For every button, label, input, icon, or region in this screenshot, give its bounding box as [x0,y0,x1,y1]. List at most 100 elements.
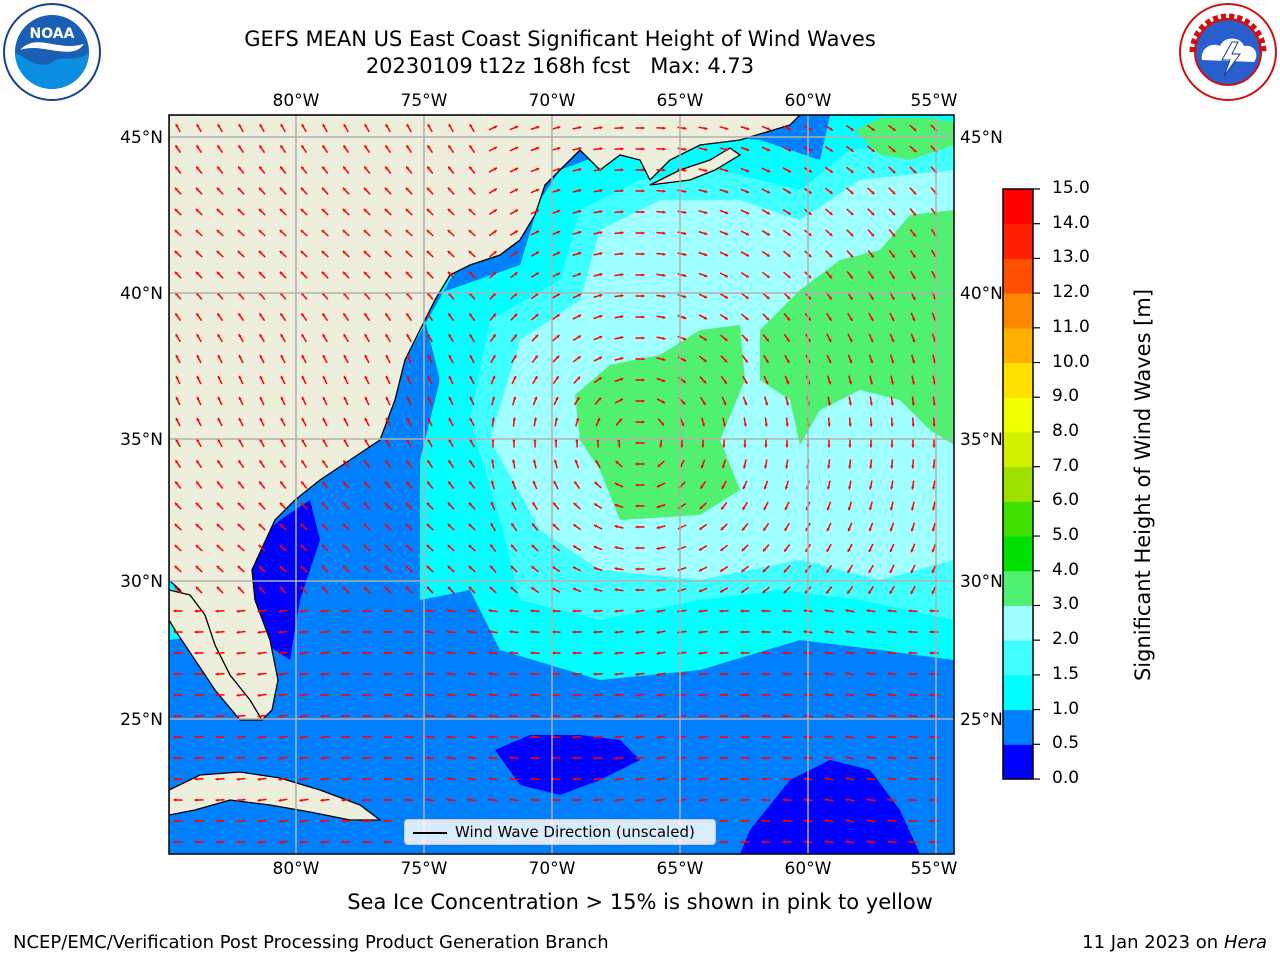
wind-arrow-head [657,463,661,467]
wind-arrow-head [932,402,936,406]
wind-arrow-head [446,630,450,634]
wind-arrow-head [362,651,366,655]
wind-arrow-head [468,230,472,233]
wind-arrow-head [850,233,854,237]
wind-arrow-head [425,714,429,718]
colorbar-tick-label: 14.0 [1052,212,1090,233]
wind-arrow-head [786,338,790,342]
wind-arrow-head [932,444,936,448]
wind-arrow-head [827,402,831,406]
wind-arrow-head [908,609,912,613]
wind-arrow-head [535,314,539,318]
wind-arrow-head [341,735,345,739]
wind-arrow-head [719,798,723,802]
wind-arrow-head [217,313,221,317]
wind-arrow-head [385,481,389,485]
wind-arrow-head [824,714,828,718]
wind-arrow-head [741,548,745,552]
wind-arrow-head [406,460,410,464]
wind-arrow-head [913,191,916,195]
wind-arrow-head [299,798,303,802]
wind-arrow-head [578,126,582,130]
wind-arrow-head [406,439,410,443]
wind-arrow-head [280,166,284,170]
wind-arrow-head [320,735,324,739]
wind-arrow-head [301,334,305,338]
wind-arrow-head [488,777,492,781]
wind-arrow-head [574,481,578,485]
wind-arrow-head [703,380,707,384]
wind-arrow-head [784,506,788,511]
wind-arrow-head [891,275,895,279]
wind-arrow-head [913,127,917,131]
wind-arrow-head [614,693,618,697]
wind-arrow-head [556,355,560,359]
wind-arrow-head [641,147,645,151]
wind-arrow-head [447,250,451,254]
wind-arrow-head [364,334,368,338]
wind-arrow-head [217,145,221,149]
wind-arrow-head [554,417,558,421]
wind-arrow-head [889,528,893,532]
wind-arrow-head [447,271,451,275]
wind-arrow-head [341,819,345,823]
lat-label: 25°N [960,710,1003,730]
wind-arrow-head [848,465,852,469]
wind-arrow-head [217,166,221,170]
wind-arrow-head [824,651,828,655]
wind-arrow-head [662,147,666,151]
wind-arrow-head [343,418,347,422]
wind-arrow-head [238,375,242,380]
wind-arrow-head [406,375,410,380]
wind-arrow-head [615,461,619,465]
colorbar-tick-label: 0.0 [1052,768,1080,788]
wind-arrow-head [488,609,492,613]
wind-arrow-head [845,777,849,781]
wind-arrow-head [908,735,912,739]
wind-arrow-head [803,840,807,844]
wind-arrow-head [719,756,723,760]
wind-arrow-head [321,586,325,590]
wind-arrow-head [719,609,723,613]
wind-arrow-head [467,672,471,676]
wind-arrow-head [698,756,702,760]
wind-arrow-head [599,252,603,256]
wind-arrow-head [280,313,284,317]
wind-arrow-head [342,502,346,506]
wind-arrow-head [635,756,639,760]
wind-arrow-head [385,460,389,464]
wind-arrow-head [614,482,619,486]
wind-arrow-head [742,527,746,531]
wind-arrow-head [704,126,708,130]
wind-arrow-head [740,651,744,655]
wind-arrow-head [278,840,282,844]
wind-arrow-head [405,250,409,254]
wind-arrow-head [656,588,660,592]
wind-arrow-head [784,486,789,490]
wind-arrow-head [196,145,200,149]
wind-arrow-head [911,444,915,448]
wind-arrow-head [173,672,177,676]
wind-arrow-head [447,187,451,191]
wind-arrow-head [236,651,240,655]
wind-arrow-head [236,630,240,634]
wind-arrow-head [320,651,324,655]
wind-arrow-head [698,735,702,739]
wind-arrow-head [719,735,723,739]
wind-arrow-head [236,735,240,739]
wind-arrow-head [656,735,660,739]
wind-arrow-head [845,735,849,739]
wind-arrow-head [534,396,538,400]
wind-arrow-head [404,630,408,634]
wind-arrow-head [511,480,515,484]
wind-arrow-head [698,798,702,802]
wind-arrow-head [341,798,345,802]
wind-arrow-head [868,590,872,594]
wind-arrow-head [385,124,389,128]
footer-date: 11 Jan 2023 on Hera [1082,932,1267,953]
wind-arrow-head [196,396,200,401]
wind-arrow-head [278,651,282,655]
wind-arrow-head [509,693,513,697]
colorbar-segment [1003,605,1033,641]
wind-arrow-head [300,230,304,233]
